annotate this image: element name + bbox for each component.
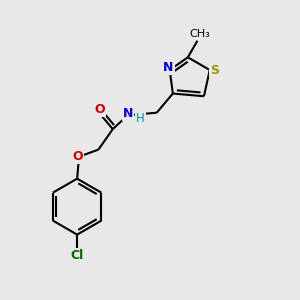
Text: H: H [136,112,145,125]
Text: N: N [164,61,174,74]
Text: O: O [72,150,83,163]
Text: Cl: Cl [70,249,84,262]
Text: CH₃: CH₃ [189,29,210,39]
Text: S: S [210,64,219,77]
Text: N: N [123,107,133,120]
Text: O: O [94,103,105,116]
